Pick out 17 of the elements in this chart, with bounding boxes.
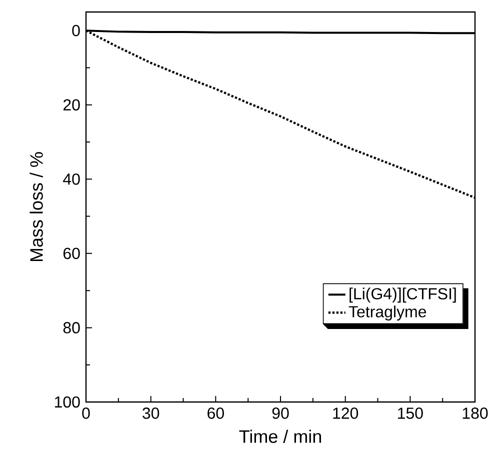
- y-tick-label: 40: [63, 173, 80, 185]
- y-tick-label: 20: [63, 99, 80, 111]
- x-tick-label: 0: [82, 408, 90, 419]
- x-axis-title: Time / min: [239, 430, 321, 443]
- y-tick-label: 80: [63, 322, 80, 334]
- x-tick-label: 180: [462, 408, 488, 419]
- x-tick-label: 30: [142, 408, 160, 419]
- x-tick-label: 150: [398, 408, 423, 419]
- x-tick-label: 90: [272, 408, 289, 419]
- x-tick-label: 120: [333, 408, 358, 419]
- y-tick-label: 100: [54, 396, 80, 408]
- y-axis-title: Mass loss / %: [30, 152, 43, 262]
- x-tick-label: 60: [208, 408, 224, 419]
- legend-label: [Li(G4)][CTFSI]: [350, 288, 456, 303]
- y-tick-label: 0: [72, 24, 80, 36]
- y-tick-label: 60: [63, 248, 80, 260]
- legend-label: Tetraglyme: [348, 306, 426, 321]
